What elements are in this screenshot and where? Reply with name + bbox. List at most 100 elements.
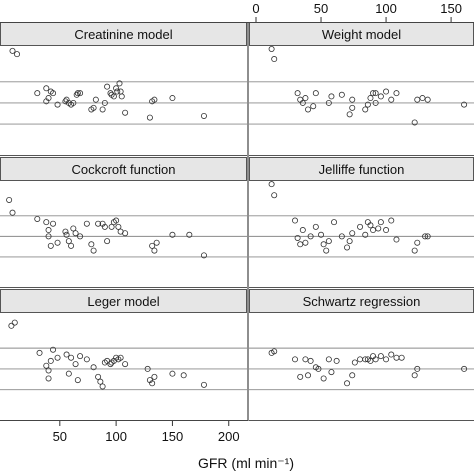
data-point — [47, 242, 54, 249]
top-tick-label: 150 — [440, 1, 462, 16]
data-point — [11, 319, 18, 326]
data-point — [351, 359, 358, 366]
data-point — [411, 372, 418, 379]
data-point — [54, 354, 61, 361]
data-point — [107, 361, 114, 368]
data-point — [70, 225, 77, 232]
data-point — [422, 233, 429, 240]
data-point — [107, 90, 114, 97]
data-point — [346, 238, 353, 245]
data-point — [370, 227, 377, 234]
data-point — [328, 369, 335, 376]
data-point — [180, 372, 187, 379]
data-point — [393, 90, 400, 97]
data-point — [45, 233, 52, 240]
data-point — [110, 93, 117, 100]
data-point — [271, 56, 278, 63]
data-point — [117, 354, 124, 361]
data-point — [346, 111, 353, 118]
panel-schwartz-regression: Schwartz regression — [249, 289, 474, 421]
data-point — [370, 90, 377, 97]
data-point — [68, 354, 75, 361]
data-point — [367, 95, 374, 102]
panel-title: Leger model — [87, 294, 159, 309]
bottom-tick-label: 100 — [105, 429, 127, 444]
data-point — [113, 217, 120, 224]
data-point — [323, 247, 330, 254]
data-point — [299, 227, 306, 234]
data-point — [104, 238, 111, 245]
panel-title: Creatinine model — [74, 27, 172, 42]
data-point — [95, 220, 102, 227]
data-point — [307, 357, 314, 364]
data-point — [398, 354, 405, 361]
data-point — [312, 90, 319, 97]
data-point — [268, 46, 275, 53]
data-point — [305, 372, 312, 379]
data-point — [74, 377, 81, 384]
data-point — [325, 238, 332, 245]
data-point — [101, 223, 108, 230]
data-point — [271, 348, 278, 355]
data-point — [50, 346, 57, 353]
data-point — [63, 231, 70, 238]
data-point — [299, 99, 306, 106]
data-point — [8, 322, 15, 329]
data-point — [122, 109, 129, 116]
data-point — [312, 223, 319, 230]
panel-leger-model: Leger model — [0, 289, 247, 421]
data-point — [338, 233, 345, 240]
data-point — [318, 231, 325, 238]
data-point — [70, 99, 77, 106]
data-point — [50, 90, 57, 97]
data-point — [153, 239, 160, 246]
data-point — [118, 93, 125, 100]
data-point — [325, 356, 332, 363]
data-point — [292, 356, 299, 363]
data-point — [362, 231, 369, 238]
data-point — [62, 98, 69, 105]
data-point — [294, 90, 301, 97]
panel-title: Schwartz regression — [303, 294, 421, 309]
data-point — [297, 373, 304, 380]
panel-weight-model: Weight model — [249, 22, 474, 156]
data-point — [43, 362, 50, 369]
data-point — [302, 95, 309, 102]
data-point — [375, 225, 382, 232]
data-point — [43, 219, 50, 226]
data-point — [114, 88, 121, 95]
data-point — [36, 349, 43, 356]
top-tick-label: 50 — [314, 1, 328, 16]
data-point — [388, 96, 395, 103]
data-point — [411, 247, 418, 254]
data-point — [338, 91, 345, 98]
data-point — [113, 85, 120, 92]
data-point — [6, 196, 13, 203]
panel-jelliffe-function: Jelliffe function — [249, 157, 474, 288]
data-point — [68, 242, 75, 249]
data-point — [294, 234, 301, 241]
panel-title: Jelliffe function — [319, 162, 405, 177]
data-point — [302, 239, 309, 246]
data-point — [331, 219, 338, 226]
data-point — [357, 223, 364, 230]
data-point — [101, 99, 108, 106]
data-point — [9, 47, 16, 54]
data-point — [349, 230, 356, 237]
data-point — [88, 241, 95, 248]
data-point — [383, 88, 390, 95]
data-point — [344, 244, 351, 251]
data-point — [200, 112, 207, 119]
data-point — [414, 365, 421, 372]
data-point — [43, 85, 50, 92]
data-point — [383, 356, 390, 363]
data-point — [146, 114, 153, 121]
data-point — [34, 215, 41, 222]
data-point — [83, 356, 90, 363]
top-tick-label: 0 — [252, 1, 259, 16]
data-point — [54, 239, 61, 246]
data-point — [149, 242, 156, 249]
data-point — [349, 96, 356, 103]
bottom-tick-label: 50 — [53, 429, 67, 444]
